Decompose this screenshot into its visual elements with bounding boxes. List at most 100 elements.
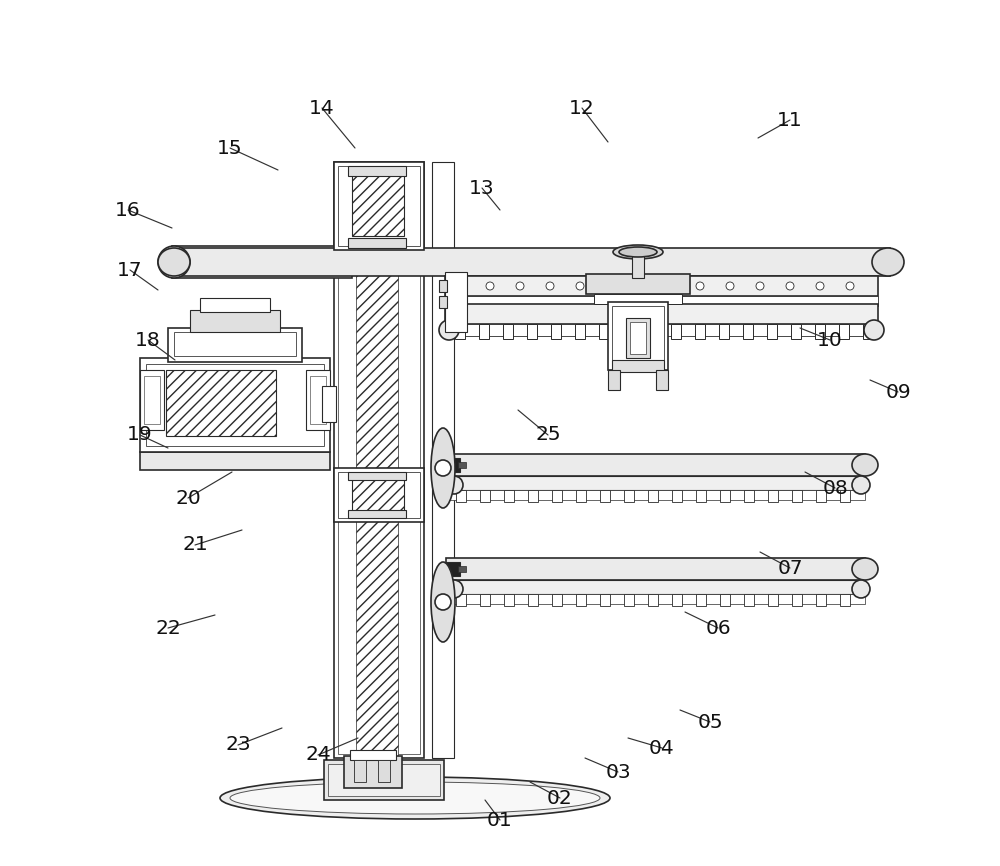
Bar [445, 276, 878, 296]
Text: 01: 01 [487, 811, 513, 830]
Bar [656, 370, 668, 390]
Bar [626, 318, 650, 358]
Bar [744, 594, 754, 606]
Bar [446, 454, 865, 476]
Ellipse shape [431, 428, 455, 508]
Text: 13: 13 [469, 178, 495, 197]
Ellipse shape [158, 248, 190, 276]
Bar [140, 370, 164, 430]
Bar [172, 246, 352, 278]
Bar [439, 296, 447, 308]
Ellipse shape [696, 282, 704, 290]
Text: 25: 25 [535, 425, 561, 444]
Ellipse shape [636, 282, 644, 290]
Bar [839, 324, 849, 339]
Bar [504, 490, 514, 502]
Bar [600, 594, 610, 606]
Bar [552, 490, 562, 502]
Bar [672, 490, 682, 502]
Bar [624, 594, 634, 606]
Ellipse shape [613, 245, 663, 259]
Bar [696, 490, 706, 502]
Text: 11: 11 [777, 111, 803, 130]
Bar [328, 764, 440, 796]
Ellipse shape [456, 282, 464, 290]
Bar [334, 162, 424, 250]
Text: 15: 15 [217, 139, 243, 158]
Ellipse shape [230, 782, 600, 814]
Ellipse shape [220, 777, 610, 819]
Bar [743, 324, 753, 339]
Bar [612, 306, 664, 366]
Bar [445, 272, 467, 332]
Bar [354, 760, 366, 782]
Bar [527, 324, 537, 339]
Text: 12: 12 [569, 99, 595, 118]
Ellipse shape [846, 282, 854, 290]
Ellipse shape [872, 248, 904, 276]
Bar [456, 490, 466, 502]
Bar [344, 756, 402, 788]
Text: 09: 09 [885, 383, 911, 402]
Text: 07: 07 [777, 559, 803, 578]
Ellipse shape [546, 282, 554, 290]
Bar [720, 490, 730, 502]
Bar [324, 760, 444, 800]
Bar [503, 324, 513, 339]
Ellipse shape [816, 282, 824, 290]
Bar [647, 324, 657, 339]
Text: 03: 03 [605, 762, 631, 781]
Bar [348, 472, 406, 480]
Bar [608, 302, 668, 370]
Bar [768, 490, 778, 502]
Bar [456, 594, 466, 606]
Text: 22: 22 [155, 618, 181, 637]
Text: 21: 21 [182, 535, 208, 554]
Bar [352, 170, 404, 236]
Bar [576, 594, 586, 606]
Ellipse shape [619, 247, 657, 257]
Bar [586, 274, 690, 294]
Bar [840, 490, 850, 502]
Bar [334, 162, 424, 758]
Bar [840, 594, 850, 606]
Bar [671, 324, 681, 339]
Ellipse shape [431, 562, 455, 642]
Bar [792, 490, 802, 502]
Bar [815, 324, 825, 339]
Bar [338, 166, 420, 246]
Bar [624, 490, 634, 502]
Bar [720, 594, 730, 606]
Bar [146, 364, 324, 446]
Bar [352, 476, 404, 512]
Bar [348, 510, 406, 518]
Ellipse shape [852, 454, 878, 476]
Ellipse shape [606, 282, 614, 290]
Bar [338, 166, 420, 754]
Text: 17: 17 [117, 261, 143, 280]
Bar [480, 490, 490, 502]
Bar [623, 324, 633, 339]
Bar [446, 580, 865, 594]
Bar [322, 386, 336, 422]
Ellipse shape [576, 282, 584, 290]
Text: 04: 04 [649, 739, 675, 758]
Text: 20: 20 [175, 488, 201, 507]
Circle shape [435, 594, 451, 610]
Bar [446, 490, 865, 500]
Bar [458, 566, 466, 572]
Ellipse shape [756, 282, 764, 290]
Ellipse shape [516, 282, 524, 290]
Bar [334, 468, 424, 522]
Bar [200, 298, 270, 312]
Bar [767, 324, 777, 339]
Bar [648, 594, 658, 606]
Bar [504, 594, 514, 606]
Ellipse shape [726, 282, 734, 290]
Bar [446, 594, 865, 604]
Bar [338, 472, 420, 518]
Ellipse shape [666, 282, 674, 290]
Bar [140, 452, 330, 470]
Bar [444, 458, 460, 472]
Ellipse shape [445, 580, 463, 598]
